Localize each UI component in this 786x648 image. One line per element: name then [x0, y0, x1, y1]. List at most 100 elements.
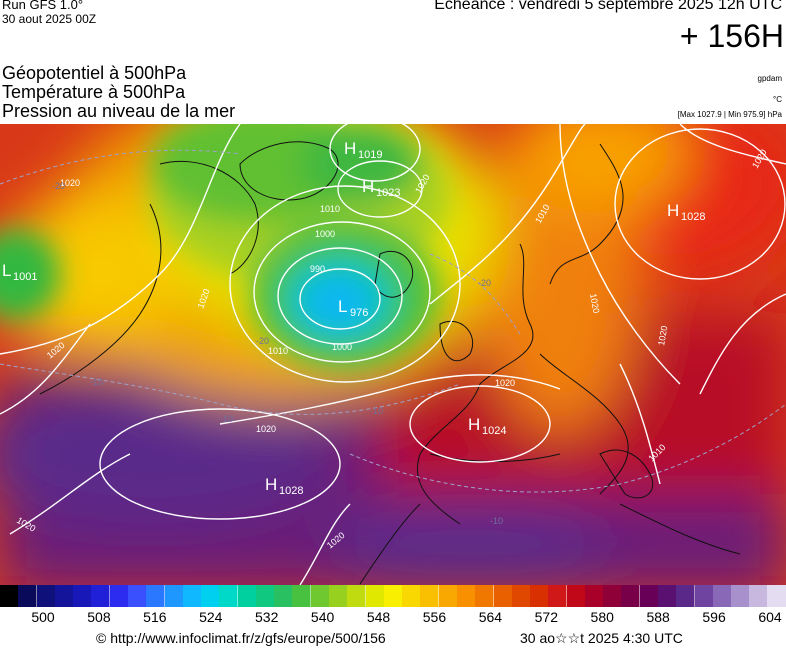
isobar-label: 990: [310, 264, 325, 274]
pressure-center-type: L: [2, 261, 11, 280]
color-scale-tick-label: 572: [534, 609, 558, 625]
isobar-label: 1010: [268, 346, 288, 356]
color-scale-tick-label: 596: [702, 609, 726, 625]
color-swatch: [694, 585, 714, 607]
color-swatch: [511, 585, 531, 607]
lead-time-label: + 156H: [679, 18, 784, 54]
color-swatch: [456, 585, 476, 607]
color-swatch: [347, 585, 367, 607]
isobar-label: 1020: [60, 178, 80, 188]
pressure-center-type: L: [338, 297, 347, 316]
color-scale-tick-label: 516: [143, 609, 167, 625]
pressure-center-value: 976: [350, 307, 368, 319]
title-geopotential: Géopotentiel à 500hPa: [2, 63, 187, 83]
pressure-center-type: H: [468, 415, 480, 434]
color-scale-tick-label: 604: [758, 609, 782, 625]
valid-time-label: Echéance : vendredi 5 septembre 2025 12h…: [434, 0, 782, 13]
isotherm-label: -10: [90, 377, 103, 387]
color-swatch: [438, 585, 458, 607]
pressure-center-type: H: [265, 475, 277, 494]
color-swatch: [237, 585, 257, 607]
color-swatch: [36, 585, 56, 607]
isobar-label: 1000: [315, 229, 335, 239]
isobar-label: 1020: [588, 293, 601, 314]
isobar-label: 1010: [320, 204, 340, 214]
color-scale-tick-label: 540: [310, 609, 335, 625]
pressure-range: [Max 1027.9 | Min 975.9] hPa: [677, 110, 782, 119]
copyright-url: © http://www.infoclimat.fr/z/gfs/europe/…: [96, 630, 386, 646]
pressure-center-value: 1001: [13, 271, 37, 283]
generation-timestamp: 30 ao☆☆t 2025 4:30 UTC: [520, 630, 683, 646]
coastlines: [39, 141, 741, 585]
color-swatch: [54, 585, 74, 607]
isotherm-label: -20: [256, 336, 269, 346]
isotherm-label: -20: [478, 278, 491, 288]
isotherm-label: -10: [370, 406, 383, 416]
pressure-center-type: H: [362, 177, 374, 196]
color-scale-tick-label: 556: [422, 609, 447, 625]
title-temperature: Température à 500hPa: [2, 82, 186, 102]
color-swatch: [584, 585, 604, 607]
color-scale-tick-label: 524: [199, 609, 223, 625]
color-swatch: [201, 585, 221, 607]
color-scale-tick-label: 564: [478, 609, 503, 625]
color-swatch: [749, 585, 769, 607]
color-swatch: [164, 585, 184, 607]
color-swatch: [603, 585, 623, 607]
color-swatch: [182, 585, 202, 607]
color-swatch: [475, 585, 495, 607]
color-swatch: [91, 585, 111, 607]
color-swatch: [676, 585, 696, 607]
pressure-center-type: H: [667, 201, 679, 220]
color-scale-labels: 500 508 516 524 532 540 548 556 564 572 580 588 596 6…: [0, 609, 786, 629]
color-scale-tick-label: 588: [646, 609, 670, 625]
color-scale-tick-label: 580: [590, 609, 614, 625]
pressure-center-type: H: [344, 139, 356, 158]
color-scale-tick-label: 532: [255, 609, 279, 625]
color-swatch: [402, 585, 422, 607]
isotherm-label: -10: [220, 414, 233, 424]
color-swatch: [767, 585, 786, 607]
isobar-label: 1020: [256, 424, 276, 434]
title-pressure: Pression au niveau de la mer: [2, 101, 236, 121]
run-model-label: Run GFS 1.0°: [2, 0, 84, 12]
color-swatch: [292, 585, 312, 607]
unit-gpdam: gpdam: [757, 74, 782, 83]
color-swatch: [109, 585, 129, 607]
unit-celsius: °C: [773, 95, 782, 104]
pressure-center-value: 1028: [681, 211, 705, 223]
weather-map: H 1019 H 1023 H 1028 L 1001 L 976 H 1024…: [0, 124, 786, 585]
color-swatch: [530, 585, 550, 607]
color-swatch: [329, 585, 349, 607]
color-swatch: [127, 585, 147, 607]
color-swatch: [73, 585, 93, 607]
color-swatch: [383, 585, 403, 607]
color-swatch: [639, 585, 659, 607]
run-date-label: 30 aout 2025 00Z: [2, 12, 97, 26]
pressure-center-value: 1019: [358, 149, 382, 161]
color-scale-tick-label: 548: [366, 609, 391, 625]
color-swatch: [420, 585, 440, 607]
color-swatch: [18, 585, 38, 607]
color-scale-bar: [0, 585, 786, 607]
isobars: [0, 124, 786, 585]
isotherm-label: -10: [490, 516, 503, 526]
color-swatch: [566, 585, 586, 607]
color-swatch: [274, 585, 294, 607]
isobar-label: 1020: [656, 325, 669, 346]
color-swatch: [548, 585, 568, 607]
color-swatch: [365, 585, 385, 607]
color-swatch: [0, 585, 19, 607]
isotherm-label: -20: [52, 181, 65, 191]
color-scale-tick-label: 508: [87, 609, 111, 625]
color-swatch: [731, 585, 751, 607]
pressure-center-value: 1028: [279, 485, 303, 497]
color-swatch: [658, 585, 678, 607]
isotherms: [0, 149, 786, 493]
isobar-label: 1020: [495, 378, 515, 388]
color-swatch: [219, 585, 239, 607]
color-swatch: [255, 585, 275, 607]
color-swatch: [146, 585, 166, 607]
isobar-label: 1000: [332, 342, 352, 352]
color-swatch: [310, 585, 330, 607]
